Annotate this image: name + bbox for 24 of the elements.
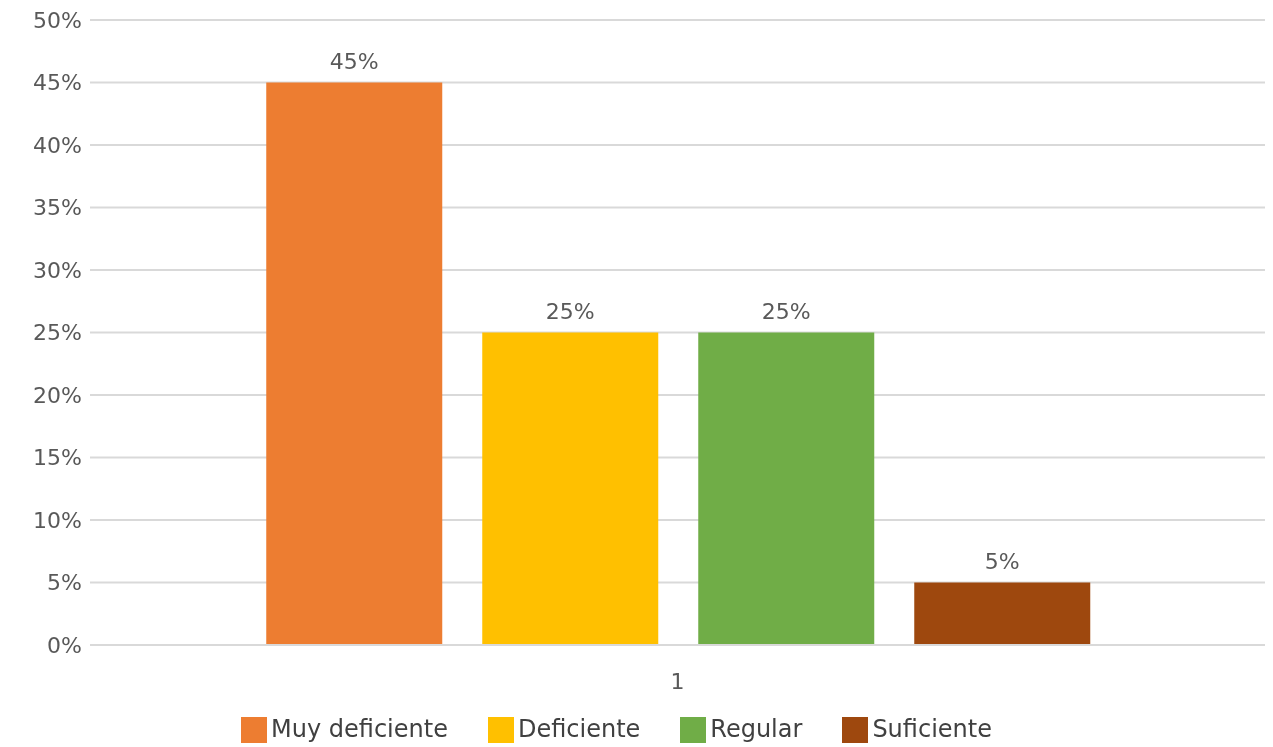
- legend-label: Muy deficiente: [271, 715, 448, 743]
- bar: [266, 82, 443, 645]
- y-tick-label: 35%: [33, 195, 82, 221]
- y-tick-label: 45%: [33, 70, 82, 96]
- data-label: 25%: [545, 298, 595, 324]
- data-label: 45%: [329, 48, 379, 74]
- bar: [698, 332, 875, 645]
- bar: [482, 332, 659, 645]
- x-tick-label: 1: [670, 668, 685, 694]
- y-tick-label: 15%: [33, 445, 82, 471]
- bar: [914, 582, 1091, 645]
- y-tick-label: 50%: [33, 7, 82, 33]
- y-tick-label: 25%: [33, 320, 82, 346]
- legend-label: Deficiente: [517, 715, 641, 743]
- y-tick-label: 40%: [33, 132, 82, 158]
- y-tick-label: 30%: [33, 257, 82, 283]
- legend-label: Suficiente: [872, 715, 992, 743]
- legend-label: Regular: [710, 715, 803, 743]
- y-tick-label: 0%: [47, 632, 82, 658]
- y-tick-label: 20%: [33, 382, 82, 408]
- data-label: 5%: [984, 548, 1020, 574]
- data-label: 25%: [761, 298, 811, 324]
- y-tick-label: 10%: [33, 507, 82, 533]
- y-tick-label: 5%: [47, 570, 82, 596]
